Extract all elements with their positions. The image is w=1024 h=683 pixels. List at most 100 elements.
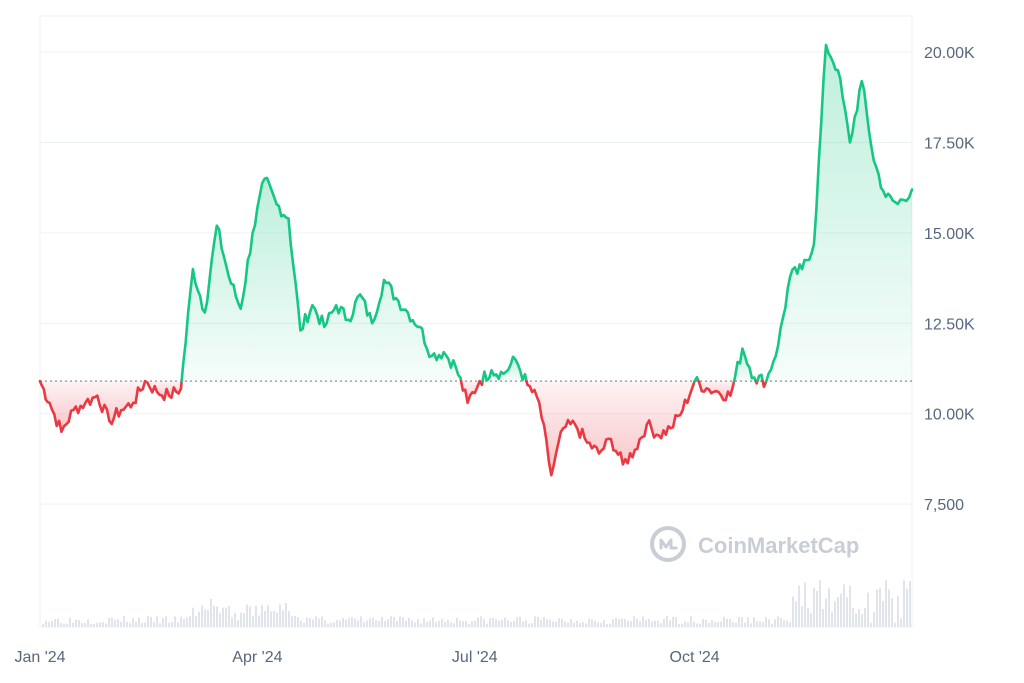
volume-bar — [909, 581, 911, 627]
volume-bar — [690, 616, 692, 627]
line-segment-down — [38, 379, 147, 434]
volume-bar — [813, 587, 815, 627]
volume-bar — [69, 617, 71, 627]
y-tick-label: 10.00K — [924, 407, 975, 424]
volume-bar — [552, 621, 554, 627]
price-area — [40, 44, 912, 476]
volume-bar — [714, 621, 716, 627]
volume-bar — [546, 619, 548, 627]
volume-bar — [312, 619, 314, 627]
volume-bar — [399, 616, 401, 627]
volume-bar — [882, 601, 884, 627]
volume-bar — [366, 620, 368, 627]
volume-bar — [615, 618, 617, 627]
volume-bar — [105, 623, 107, 627]
volume-bar — [513, 620, 515, 627]
volume-bar — [768, 619, 770, 627]
volume-bar — [741, 617, 743, 627]
volume-bar — [54, 619, 56, 627]
volume-bar — [375, 620, 377, 627]
volume-bar — [492, 617, 494, 627]
volume-bar — [534, 616, 536, 627]
volume-bar — [321, 616, 323, 627]
volume-bar — [201, 605, 203, 627]
y-axis: 7,500 10.00K 12.50K 15.00K 17.50K 20.00K — [924, 45, 975, 514]
volume-bar — [132, 618, 134, 627]
volume-bar — [582, 622, 584, 627]
volume-bar — [255, 605, 257, 627]
volume-bar — [666, 616, 668, 627]
volume-bar — [183, 618, 185, 627]
volume-bar — [789, 622, 791, 627]
line-segment-down — [459, 379, 481, 405]
volume-bar — [627, 620, 629, 627]
line-segment-up — [481, 355, 528, 383]
volume-bar — [459, 620, 461, 627]
volume-bar — [342, 617, 344, 627]
volume-bar — [831, 611, 833, 627]
volume-bar — [360, 616, 362, 627]
volume-bar — [402, 617, 404, 627]
volume-bar — [681, 623, 683, 627]
volume-bar — [300, 620, 302, 627]
volume-bar — [246, 604, 248, 627]
volume-bar — [438, 620, 440, 627]
volume-bar — [591, 619, 593, 627]
volume-bar — [828, 588, 830, 627]
volume-bar — [750, 623, 752, 627]
volume-bar — [564, 621, 566, 627]
volume-bar — [192, 607, 194, 627]
area-segment-up — [181, 177, 462, 382]
volume-bar — [138, 617, 140, 627]
volume-bar — [687, 622, 689, 627]
volume-bar — [378, 620, 380, 627]
volume-bar — [219, 613, 221, 627]
volume-bar — [414, 622, 416, 627]
volume-bar — [102, 621, 104, 627]
watermark-text: CoinMarketCap — [698, 533, 859, 558]
volume-bar — [780, 618, 782, 627]
volume-bar — [747, 617, 749, 627]
volume-bar — [309, 618, 311, 627]
volume-bar — [318, 618, 320, 627]
volume-bar — [171, 621, 173, 627]
volume-bar — [723, 616, 725, 627]
volume-bar — [282, 610, 284, 627]
volume-bar — [795, 601, 797, 627]
volume-bar — [237, 620, 239, 627]
volume-bar — [369, 618, 371, 627]
volume-bar — [867, 592, 869, 627]
volume-bar — [840, 593, 842, 627]
volume-bar — [444, 621, 446, 627]
volume-bar — [783, 620, 785, 627]
volume-bar — [465, 621, 467, 627]
area-segment-down — [40, 381, 146, 432]
volume-bar — [540, 619, 542, 627]
volume-bar — [876, 589, 878, 627]
volume-bar — [222, 607, 224, 627]
volume-bar — [759, 621, 761, 627]
volume-bar — [837, 597, 839, 627]
volume-bar — [126, 622, 128, 627]
volume-bar — [765, 617, 767, 627]
x-axis: Jan '24 Apr '24 Jul '24 Oct '24 — [14, 649, 719, 666]
volume-bar — [711, 620, 713, 627]
volume-bar — [408, 618, 410, 627]
volume-bar — [486, 623, 488, 627]
volume-bar — [432, 617, 434, 627]
volume-bar — [417, 619, 419, 627]
volume-bar — [204, 609, 206, 627]
volume-bar — [153, 621, 155, 627]
volume-bar — [90, 623, 92, 627]
volume-bar — [489, 618, 491, 627]
volume-bar — [99, 622, 101, 627]
volume-bar — [816, 590, 818, 627]
volume-bar — [279, 604, 281, 627]
volume-bar — [84, 622, 86, 627]
volume-bar — [339, 620, 341, 627]
volume-bar — [198, 611, 200, 627]
volume-bar — [174, 616, 176, 627]
volume-bar — [111, 617, 113, 627]
volume-bar — [636, 618, 638, 627]
volume-bar — [228, 606, 230, 627]
